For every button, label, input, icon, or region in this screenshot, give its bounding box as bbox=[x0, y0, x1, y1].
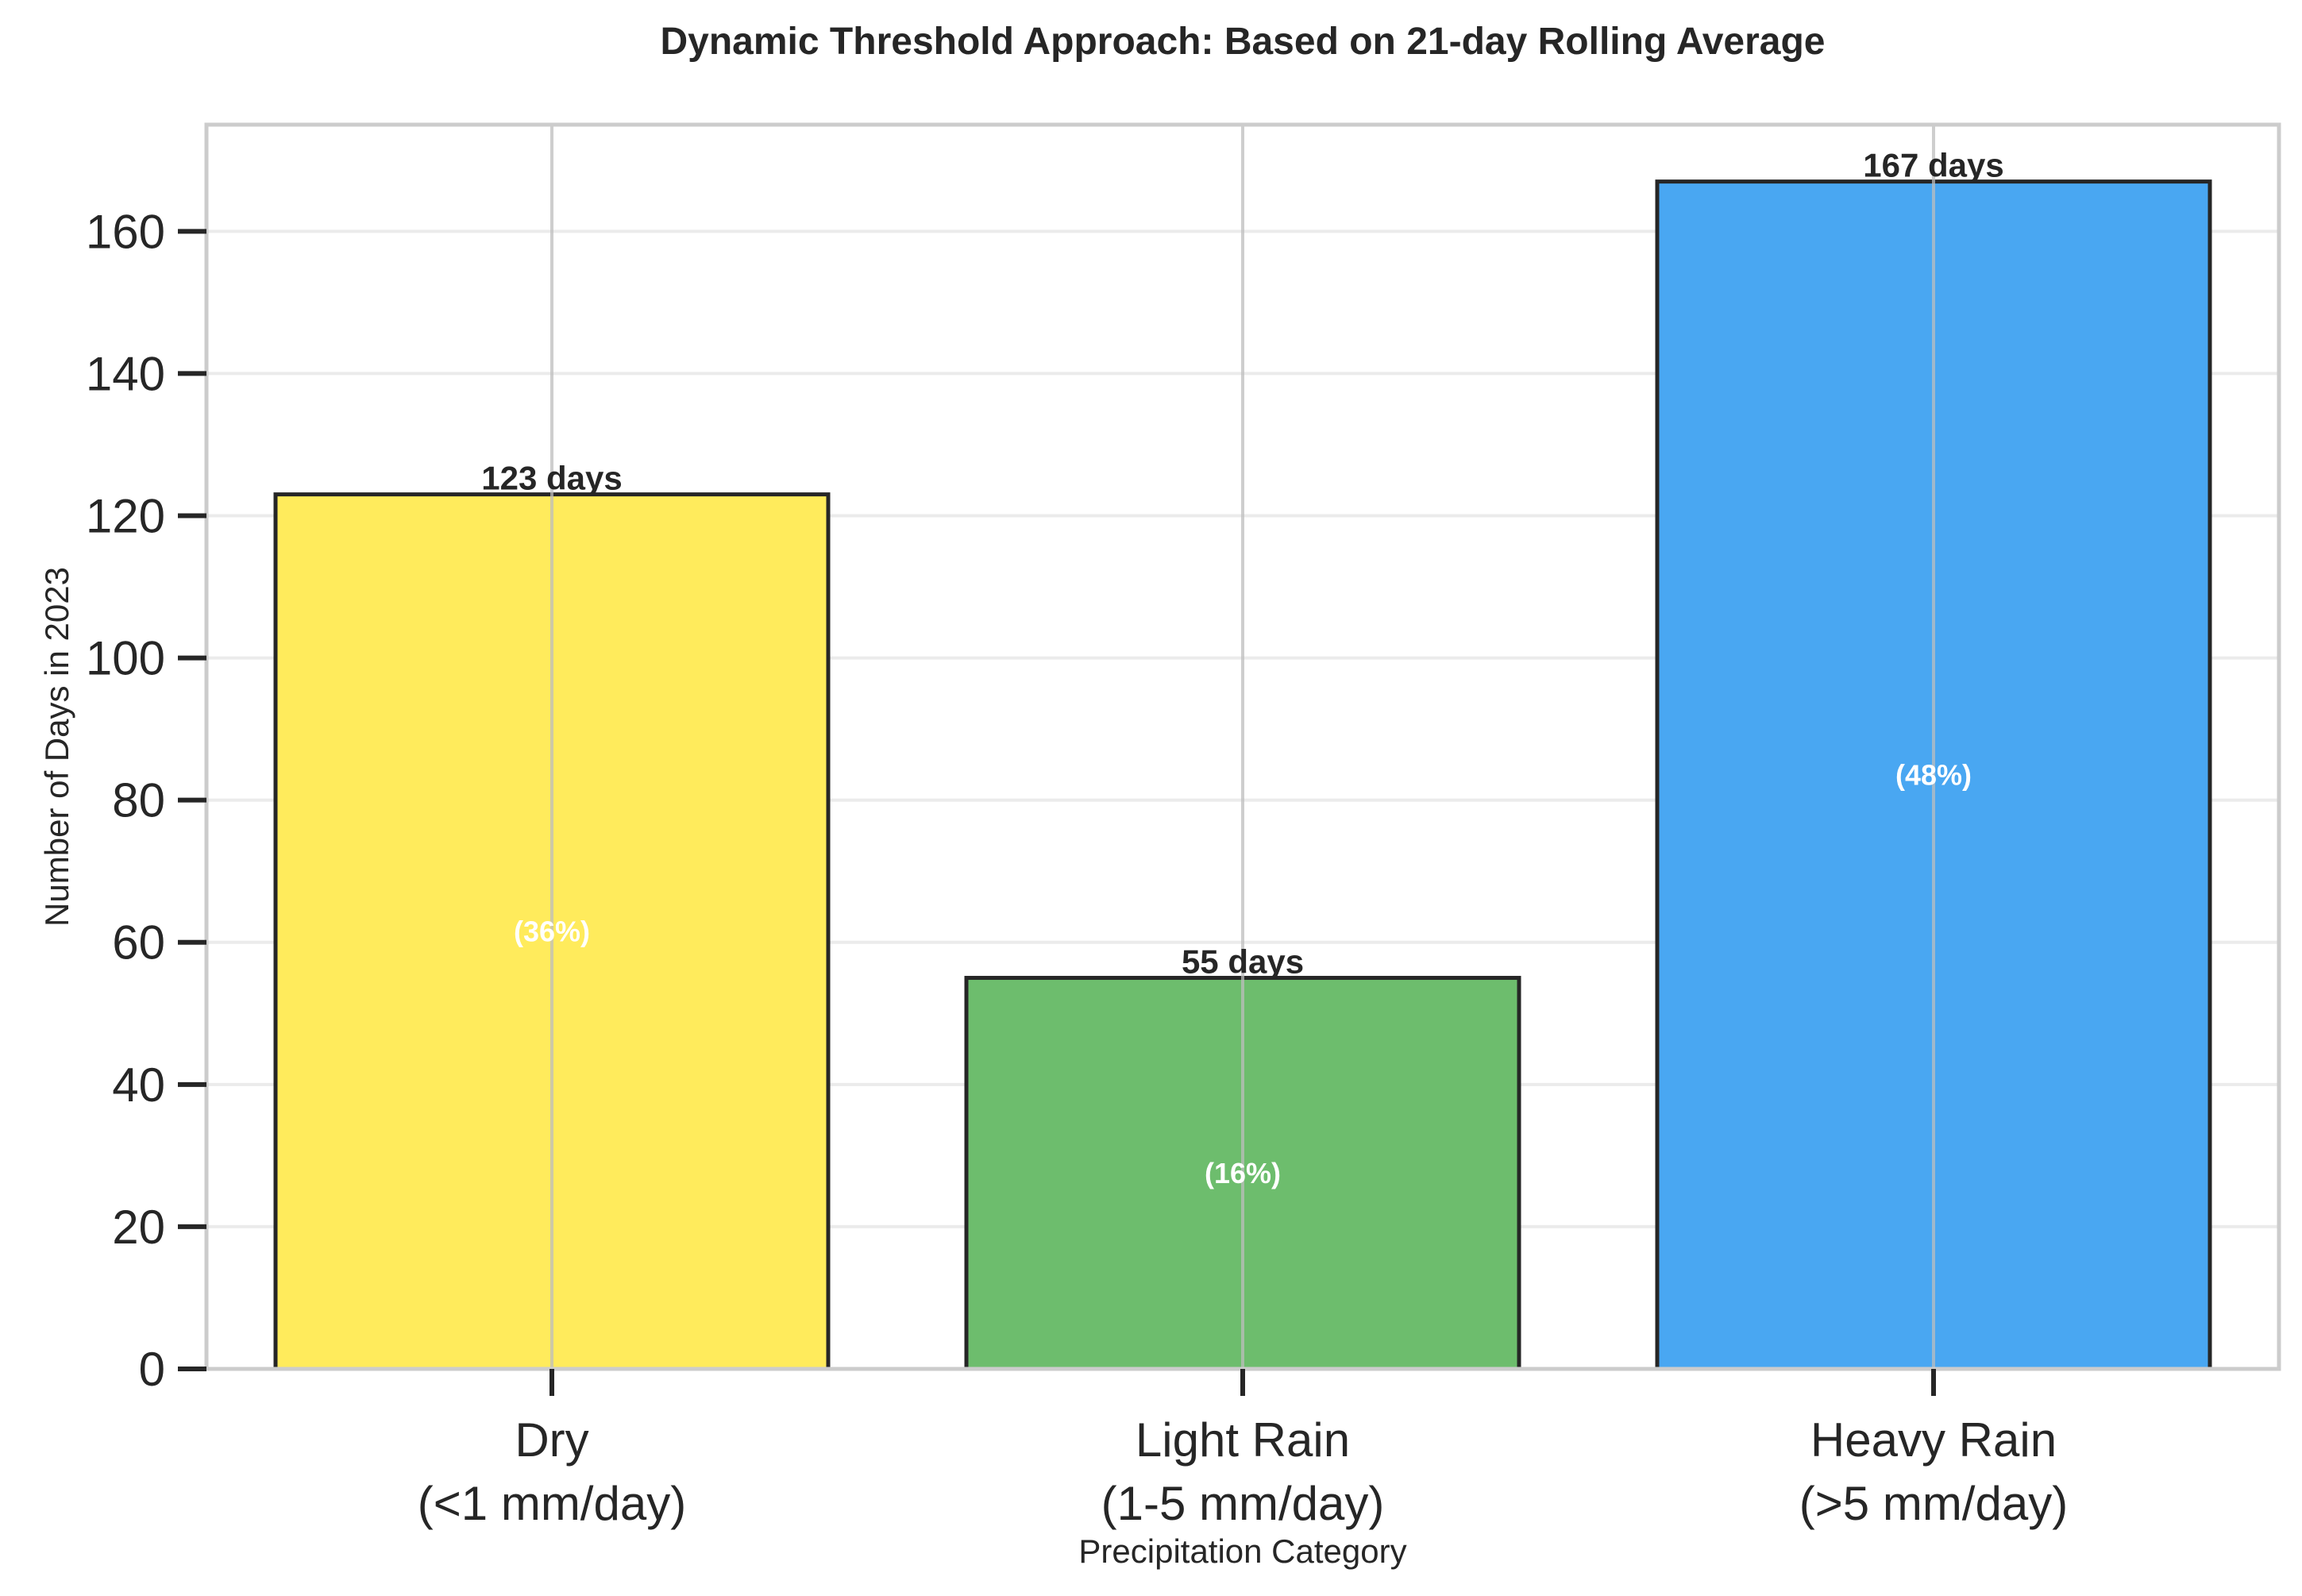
x-tick-label: Dry bbox=[515, 1413, 588, 1467]
x-axis: Dry (<1 mm/day) Light Rain (1-5 mm/day) Heav… bbox=[418, 1369, 2068, 1530]
y-tick-label: 40 bbox=[112, 1058, 165, 1112]
x-tick-label: Light Rain bbox=[1136, 1413, 1350, 1467]
y-tick-label: 160 bbox=[86, 205, 165, 258]
bar-value-label: 167 days bbox=[1863, 147, 2003, 184]
x-axis-label: Precipitation Category bbox=[1078, 1532, 1406, 1570]
y-tick-label: 60 bbox=[112, 916, 165, 970]
vertical-grid bbox=[550, 125, 1935, 1369]
bar-percent-label: (36%) bbox=[514, 915, 590, 947]
x-tick-label: (>5 mm/day) bbox=[1799, 1477, 2068, 1530]
y-tick-label: 140 bbox=[86, 347, 165, 400]
y-tick-label: 100 bbox=[86, 632, 165, 685]
x-tick-label: (1-5 mm/day) bbox=[1101, 1477, 1385, 1530]
chart-title: Dynamic Threshold Approach: Based on 21-… bbox=[661, 21, 1826, 63]
y-axis: 0 20 40 60 80 100 120 140 160 bbox=[86, 205, 206, 1396]
y-tick-label: 20 bbox=[112, 1201, 165, 1254]
y-axis-label: Number of Days in 2023 bbox=[38, 567, 75, 927]
y-tick-label: 0 bbox=[139, 1343, 165, 1396]
bar-labels: 123 days (36%) 55 days (16%) 167 days (48%) bbox=[481, 147, 2003, 1189]
bar-percent-label: (48%) bbox=[1895, 758, 1972, 791]
x-tick-label: Heavy Rain bbox=[1810, 1413, 2057, 1467]
y-tick-label: 80 bbox=[112, 774, 165, 827]
y-tick-label: 120 bbox=[86, 489, 165, 542]
x-tick-label: (<1 mm/day) bbox=[418, 1477, 686, 1530]
bar-value-label: 55 days bbox=[1182, 943, 1304, 981]
bar-percent-label: (16%) bbox=[1205, 1157, 1281, 1189]
bar-value-label: 123 days bbox=[481, 460, 622, 497]
